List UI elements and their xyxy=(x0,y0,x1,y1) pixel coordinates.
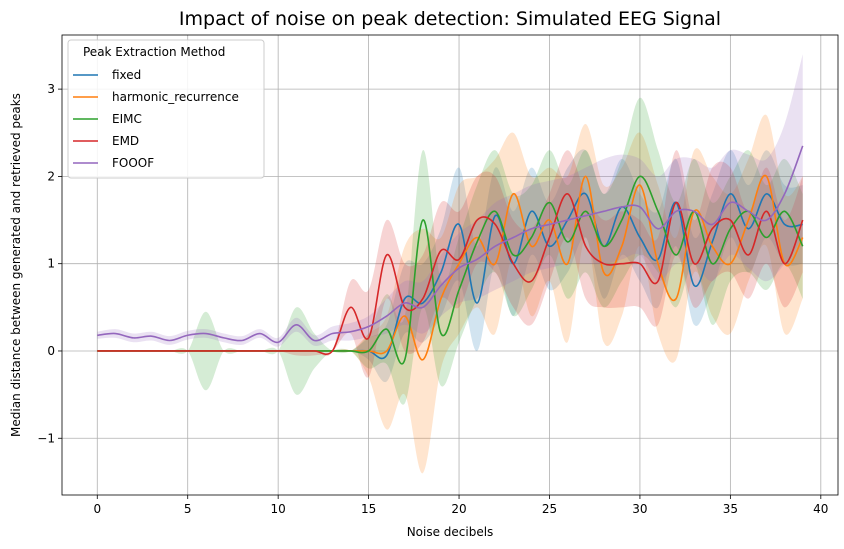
x-tick-label: 35 xyxy=(723,502,738,516)
y-tick-label: 0 xyxy=(47,344,55,358)
series-line xyxy=(97,145,804,344)
confidence-band xyxy=(97,54,803,347)
series-lines xyxy=(97,145,804,365)
confidence-band xyxy=(97,97,803,405)
confidence-band xyxy=(97,114,803,474)
y-axis-label: Median distance between generated and re… xyxy=(9,93,23,437)
y-tick-label: 1 xyxy=(47,257,55,271)
legend-label: FOOOF xyxy=(112,156,154,170)
y-tick-label: −1 xyxy=(37,431,55,445)
x-axis-label: Noise decibels xyxy=(407,525,494,539)
x-tick-label: 40 xyxy=(813,502,828,516)
x-tick-label: 25 xyxy=(542,502,557,516)
x-tick-label: 10 xyxy=(271,502,286,516)
legend-items: fixed harmonic_recurrence EIMC EMD FOOOF xyxy=(73,68,239,170)
confidence-band xyxy=(97,150,803,378)
y-tick-label: 3 xyxy=(47,82,55,96)
x-tick-label: 15 xyxy=(361,502,376,516)
legend: Peak Extraction Method fixed harmonic_rec… xyxy=(67,39,265,179)
legend-label: harmonic_recurrence xyxy=(112,90,239,104)
y-tick-label: 2 xyxy=(47,169,55,183)
legend-label: fixed xyxy=(112,68,141,82)
series-line xyxy=(97,193,804,355)
x-tick-label: 20 xyxy=(451,502,466,516)
chart-title: Impact of noise on peak detection: Simul… xyxy=(179,8,721,30)
legend-label: EIMC xyxy=(112,112,142,126)
x-tick-label: 30 xyxy=(632,502,647,516)
legend-box xyxy=(67,39,265,179)
x-tick-label: 0 xyxy=(93,502,101,516)
legend-label: EMD xyxy=(112,134,139,148)
legend-title: Peak Extraction Method xyxy=(83,45,225,59)
x-tick-label: 5 xyxy=(184,502,192,516)
axis-ticks: 0 5 10 15 20 25 30 35 40 −1 0 1 2 3 xyxy=(37,82,828,516)
plot-frame xyxy=(61,34,839,496)
